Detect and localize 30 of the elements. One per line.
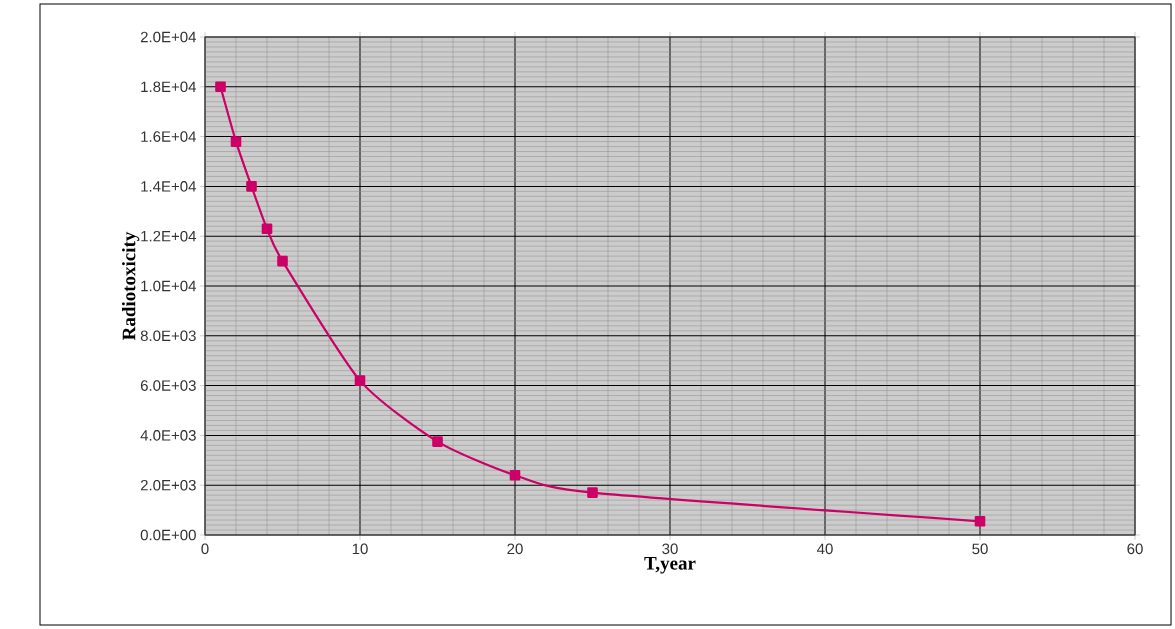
y-axis-title: Radiotoxicity <box>122 231 140 341</box>
y-tick-label: 8.0E+03 <box>140 330 196 342</box>
x-tick-label: 40 <box>817 543 833 555</box>
y-tick-label: 1.6E+04 <box>141 131 197 142</box>
y-tick-label: 1.0E+04 <box>141 280 197 292</box>
x-tick-label: 10 <box>352 543 368 555</box>
x-tick-label: 50 <box>972 543 988 555</box>
x-tick-label: 60 <box>1127 543 1143 555</box>
point <box>277 255 288 267</box>
y-tick-label: 2.0E+03 <box>140 479 196 491</box>
x-axis-title: T,year <box>644 557 696 574</box>
x-tick-label: 0 <box>201 543 209 555</box>
point <box>246 181 257 192</box>
y-tick-label: 1.2E+04 <box>141 230 197 242</box>
point <box>354 375 366 386</box>
y-tick-label: 0.0E+00 <box>140 529 196 541</box>
point <box>509 469 521 481</box>
point <box>432 436 443 447</box>
y-tick-label: 1.4E+04 <box>141 181 197 192</box>
point <box>261 223 273 235</box>
point <box>974 516 986 527</box>
point <box>587 487 598 498</box>
y-tick-label: 1.8E+04 <box>141 81 197 93</box>
y-tick-label: 4.0E+03 <box>140 430 196 441</box>
point <box>230 136 242 147</box>
x-tick-label: 30 <box>662 543 678 555</box>
y-tick-label: 2.0E+04 <box>140 31 197 43</box>
y-tick-label: 6.0E+03 <box>140 380 196 391</box>
x-tick-label: 20 <box>507 543 523 555</box>
point <box>215 81 226 93</box>
